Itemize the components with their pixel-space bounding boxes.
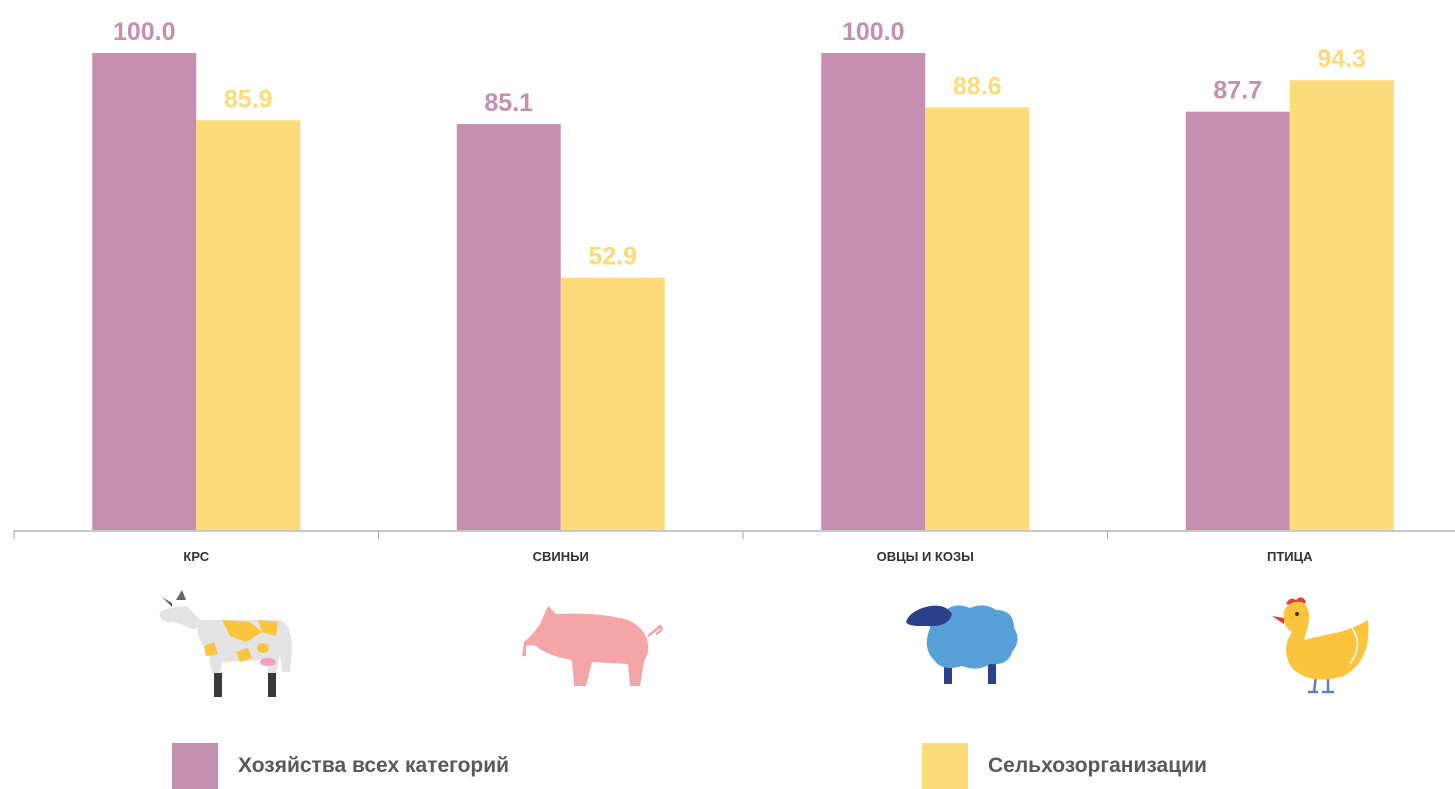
data-label-2-2: 52.9 [588,243,637,271]
data-label-1-4: 87.7 [1213,77,1262,105]
category-labels-layer: КРС СВИНЬИ ОВЦЫ И КОЗЫ ПТИЦА [183,549,1313,564]
value-labels-layer: 100.0 85.9 85.1 52.9 100.0 88.6 87.7 94.3 [113,18,1366,271]
x-axis-ticks [13,531,1108,539]
bar-1-4 [1185,111,1290,531]
chicken-icon [1272,597,1369,694]
bar-1-1 [92,53,197,530]
legend-label-1: Хозяйства всех категорий [238,754,510,777]
category-label-3: ОВЦЫ И КОЗЫ [877,549,974,564]
legend-label-2: Сельхозорганизации [988,754,1207,777]
data-label-1-1: 100.0 [113,18,176,46]
legend-item-2: Сельхозорганизации [922,743,1207,789]
data-label-2-4: 94.3 [1317,45,1366,73]
data-label-2-1: 85.9 [224,85,273,113]
data-label-1-2: 85.1 [484,89,533,117]
bar-1-3 [821,53,926,530]
category-label-2: СВИНЬИ [533,549,589,564]
data-label-2-3: 88.6 [953,72,1002,100]
pig-icon [522,606,663,686]
cow-icon [159,590,292,697]
legend-swatch-1 [172,743,218,789]
category-label-4: ПТИЦА [1267,549,1313,564]
bar-2-3 [925,107,1030,531]
bar-2-1 [196,120,301,530]
sheep-icon [906,605,1018,684]
bars-layer [92,53,1394,531]
data-label-1-3: 100.0 [842,18,905,46]
legend-item-1: Хозяйства всех категорий [172,743,509,789]
bar-1-2 [456,124,561,530]
category-label-1: КРС [183,549,209,564]
bar-2-2 [560,277,665,530]
bar-2-4 [1289,80,1394,531]
legend-swatch-2 [922,743,968,789]
